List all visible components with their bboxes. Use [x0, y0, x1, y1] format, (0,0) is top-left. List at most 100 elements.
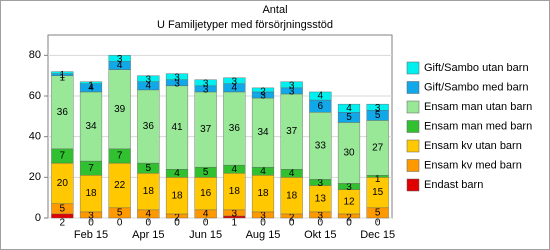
data-label: 3: [346, 182, 352, 193]
data-label: 4: [318, 91, 324, 102]
legend-swatch: [406, 81, 420, 94]
data-label: 5: [346, 112, 352, 123]
x-tick-label: Okt 15: [304, 229, 336, 241]
legend-label: Endast barn: [424, 179, 483, 191]
data-label: 0: [346, 218, 352, 229]
data-label: 15: [372, 187, 384, 198]
data-label: 3: [88, 211, 94, 222]
legend-label: Ensam kv med barn: [424, 159, 522, 171]
data-label: 18: [286, 190, 298, 201]
data-label: 0: [88, 218, 94, 229]
data-label: 4: [174, 168, 180, 179]
data-label: 20: [57, 178, 69, 189]
data-label: 0: [146, 218, 152, 229]
data-label: 5: [203, 167, 209, 178]
data-label: 3: [203, 84, 209, 95]
chart-subtitle: U Familjetyper med försörjningsstöd: [157, 19, 333, 31]
data-label: 3: [203, 78, 209, 89]
y-tick-label: 0: [35, 212, 41, 224]
data-label: 1: [375, 174, 381, 185]
data-label: 4: [203, 209, 209, 220]
data-label: 0: [289, 218, 295, 229]
x-tick-label: Aug 15: [246, 229, 281, 241]
legend-swatch: [406, 120, 420, 133]
data-label: 2: [289, 213, 295, 224]
data-label: 0: [203, 218, 209, 229]
data-label: 0: [260, 218, 266, 229]
data-label: 27: [372, 142, 384, 153]
data-label: 1: [232, 218, 238, 229]
data-label: 18: [85, 188, 97, 199]
x-tick-label: Apr 15: [132, 229, 164, 241]
bar-segment: [79, 81, 103, 85]
data-label: 4: [289, 168, 295, 179]
data-label: 12: [343, 196, 355, 207]
data-label: 4: [232, 82, 238, 93]
data-label: 3: [375, 103, 381, 114]
bar-segment: [165, 73, 189, 80]
bar-segment: [137, 75, 160, 82]
bar-segment: [251, 87, 275, 93]
data-label: 1: [60, 72, 66, 83]
bar-segment: [223, 77, 246, 84]
y-tick-label: 20: [29, 171, 41, 183]
data-label: 5: [60, 203, 66, 214]
data-label: 7: [88, 163, 94, 174]
legend-label: Ensam kv utan barn: [424, 140, 522, 152]
data-label: 3: [318, 178, 324, 189]
data-label: 5: [117, 208, 123, 219]
plot-area: [47, 34, 393, 219]
data-label: 2: [260, 87, 266, 98]
bar-segment: [51, 71, 74, 74]
data-label: 3: [318, 211, 324, 222]
data-label: 3: [232, 76, 238, 87]
data-label: 4: [232, 164, 238, 175]
data-label: 4: [346, 103, 352, 114]
x-tick-label: Dec 15: [360, 229, 395, 241]
data-label: 3: [289, 87, 295, 98]
data-label: 3: [146, 74, 152, 85]
data-label: 37: [286, 126, 298, 137]
data-label: 3: [174, 78, 180, 89]
data-label: 0: [174, 218, 180, 229]
data-label: 34: [257, 127, 269, 138]
data-label: 18: [171, 190, 183, 201]
chart-title: Antal: [262, 4, 287, 16]
legend-swatch: [406, 100, 420, 114]
data-label: 36: [57, 107, 69, 118]
data-label: 33: [315, 140, 327, 151]
x-tick-label: Feb 15: [74, 229, 108, 241]
data-label: 30: [343, 148, 355, 159]
data-label: 34: [85, 121, 97, 132]
data-label: 2: [346, 213, 352, 224]
data-label: 1: [60, 70, 66, 81]
legend-swatch: [406, 139, 420, 153]
data-label: 3: [260, 211, 266, 222]
data-label: 2: [60, 218, 66, 229]
data-label: 0: [318, 218, 324, 229]
data-label: 36: [229, 123, 241, 134]
data-label: 5: [375, 110, 381, 121]
data-label: 37: [200, 124, 212, 135]
data-label: 3: [174, 72, 180, 83]
data-label: 7: [60, 151, 66, 162]
data-label: 4: [146, 80, 152, 91]
data-label: 0: [117, 218, 123, 229]
x-tick-label: Jun 15: [189, 229, 222, 241]
data-label: 16: [200, 188, 212, 199]
bar-segment: [337, 103, 361, 113]
bar-segment: [280, 81, 303, 89]
data-label: 18: [229, 186, 241, 197]
legend-label: Gift/Sambo utan barn: [424, 62, 529, 74]
legend-swatch: [406, 178, 420, 192]
data-label: 4: [260, 166, 266, 177]
data-label: 18: [143, 186, 155, 197]
data-label: 2: [174, 213, 180, 224]
y-tick-label: 60: [29, 90, 41, 102]
data-label: 3: [232, 209, 238, 220]
y-tick-label: 80: [29, 49, 41, 61]
bar-segment: [194, 79, 217, 87]
data-label: 3: [289, 80, 295, 91]
